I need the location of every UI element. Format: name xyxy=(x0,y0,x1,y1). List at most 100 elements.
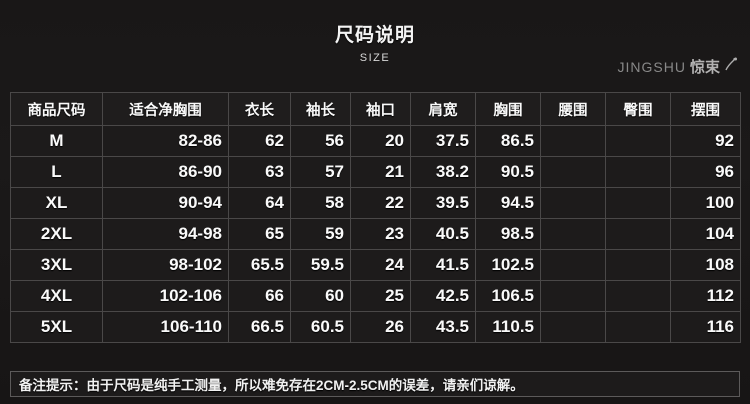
cell-length: 65.5 xyxy=(228,249,291,281)
cell-waist xyxy=(540,280,606,312)
cell-hem: 108 xyxy=(670,249,741,281)
cell-bust: 98.5 xyxy=(475,218,541,250)
cell-shoulder: 40.5 xyxy=(410,218,476,250)
cell-hem: 112 xyxy=(670,280,741,312)
page-header: 尺码说明 SIZE xyxy=(0,24,750,66)
cell-hip xyxy=(605,125,671,157)
cell-cuff: 22 xyxy=(350,187,411,219)
cell-net-bust: 90-94 xyxy=(102,187,229,219)
table-header-row: 商品尺码 适合净胸围 衣长 袖长 袖口 肩宽 胸围 腰围 臀围 摆围 xyxy=(10,92,741,126)
table-row: M 82-86 62 56 20 37.5 86.5 92 xyxy=(10,125,741,157)
cell-length: 64 xyxy=(228,187,291,219)
brand-logo: JINGSHU 惊束 xyxy=(618,56,738,77)
column-header-length: 衣长 xyxy=(228,92,291,126)
cell-hip xyxy=(605,187,671,219)
cell-shoulder: 37.5 xyxy=(410,125,476,157)
table-row: 2XL 94-98 65 59 23 40.5 98.5 104 xyxy=(10,218,741,250)
cell-hem: 104 xyxy=(670,218,741,250)
cell-waist xyxy=(540,156,606,188)
cell-length: 63 xyxy=(228,156,291,188)
cell-hem: 92 xyxy=(670,125,741,157)
cell-net-bust: 98-102 xyxy=(102,249,229,281)
table-row: XL 90-94 64 58 22 39.5 94.5 100 xyxy=(10,187,741,219)
cell-length: 62 xyxy=(228,125,291,157)
cell-net-bust: 94-98 xyxy=(102,218,229,250)
cell-net-bust: 86-90 xyxy=(102,156,229,188)
cell-shoulder: 39.5 xyxy=(410,187,476,219)
cell-bust: 90.5 xyxy=(475,156,541,188)
cell-hem: 96 xyxy=(670,156,741,188)
table-row: 3XL 98-102 65.5 59.5 24 41.5 102.5 108 xyxy=(10,249,741,281)
size-table-container: 商品尺码 适合净胸围 衣长 袖长 袖口 肩宽 胸围 腰围 臀围 摆围 M 82-… xyxy=(10,92,741,343)
cell-bust: 106.5 xyxy=(475,280,541,312)
column-header-hip: 臀围 xyxy=(605,92,671,126)
column-header-sleeve: 袖长 xyxy=(290,92,351,126)
cell-size: 5XL xyxy=(10,311,103,343)
column-header-hem: 摆围 xyxy=(670,92,741,126)
column-header-size: 商品尺码 xyxy=(10,92,103,126)
cell-shoulder: 41.5 xyxy=(410,249,476,281)
cell-sleeve: 58 xyxy=(290,187,351,219)
cell-size: XL xyxy=(10,187,103,219)
cell-waist xyxy=(540,125,606,157)
cell-hem: 116 xyxy=(670,311,741,343)
cell-waist xyxy=(540,249,606,281)
cell-waist xyxy=(540,218,606,250)
cell-bust: 94.5 xyxy=(475,187,541,219)
cell-bust: 102.5 xyxy=(475,249,541,281)
cell-net-bust: 106-110 xyxy=(102,311,229,343)
table-row: 5XL 106-110 66.5 60.5 26 43.5 110.5 116 xyxy=(10,311,741,343)
cell-length: 65 xyxy=(228,218,291,250)
cell-cuff: 23 xyxy=(350,218,411,250)
cell-hip xyxy=(605,280,671,312)
leaf-sprout-icon xyxy=(724,56,738,72)
cell-length: 66.5 xyxy=(228,311,291,343)
measurement-note: 备注提示：由于尺码是纯手工测量，所以难免存在2CM-2.5CM的误差，请亲们谅解… xyxy=(10,371,740,397)
cell-sleeve: 56 xyxy=(290,125,351,157)
cell-hip xyxy=(605,249,671,281)
cell-sleeve: 60.5 xyxy=(290,311,351,343)
cell-bust: 86.5 xyxy=(475,125,541,157)
cell-size: L xyxy=(10,156,103,188)
cell-shoulder: 42.5 xyxy=(410,280,476,312)
column-header-bust: 胸围 xyxy=(475,92,541,126)
cell-bust: 110.5 xyxy=(475,311,541,343)
column-header-waist: 腰围 xyxy=(540,92,606,126)
cell-waist xyxy=(540,311,606,343)
cell-cuff: 26 xyxy=(350,311,411,343)
cell-net-bust: 82-86 xyxy=(102,125,229,157)
cell-length: 66 xyxy=(228,280,291,312)
column-header-net-bust: 适合净胸围 xyxy=(102,92,229,126)
page-subtitle: SIZE xyxy=(359,52,391,64)
cell-size: 2XL xyxy=(10,218,103,250)
table-row: 4XL 102-106 66 60 25 42.5 106.5 112 xyxy=(10,280,741,312)
page-title: 尺码说明 xyxy=(334,25,415,46)
cell-hem: 100 xyxy=(670,187,741,219)
column-header-cuff: 袖口 xyxy=(350,92,411,126)
cell-hip xyxy=(605,311,671,343)
cell-hip xyxy=(605,156,671,188)
cell-size: 3XL xyxy=(10,249,103,281)
brand-name-en: JINGSHU xyxy=(617,58,686,75)
brand-name-cn: 惊束 xyxy=(689,59,720,76)
cell-shoulder: 38.2 xyxy=(410,156,476,188)
column-header-shoulder: 肩宽 xyxy=(410,92,476,126)
cell-sleeve: 59 xyxy=(290,218,351,250)
cell-sleeve: 57 xyxy=(290,156,351,188)
cell-cuff: 24 xyxy=(350,249,411,281)
cell-waist xyxy=(540,187,606,219)
cell-size: 4XL xyxy=(10,280,103,312)
cell-sleeve: 60 xyxy=(290,280,351,312)
cell-sleeve: 59.5 xyxy=(290,249,351,281)
cell-shoulder: 43.5 xyxy=(410,311,476,343)
table-row: L 86-90 63 57 21 38.2 90.5 96 xyxy=(10,156,741,188)
cell-cuff: 25 xyxy=(350,280,411,312)
cell-cuff: 21 xyxy=(350,156,411,188)
size-table: 商品尺码 适合净胸围 衣长 袖长 袖口 肩宽 胸围 腰围 臀围 摆围 M 82-… xyxy=(10,92,741,343)
cell-net-bust: 102-106 xyxy=(102,280,229,312)
cell-size: M xyxy=(10,125,103,157)
cell-cuff: 20 xyxy=(350,125,411,157)
cell-hip xyxy=(605,218,671,250)
table-body: M 82-86 62 56 20 37.5 86.5 92 L 86-90 63… xyxy=(10,125,741,343)
